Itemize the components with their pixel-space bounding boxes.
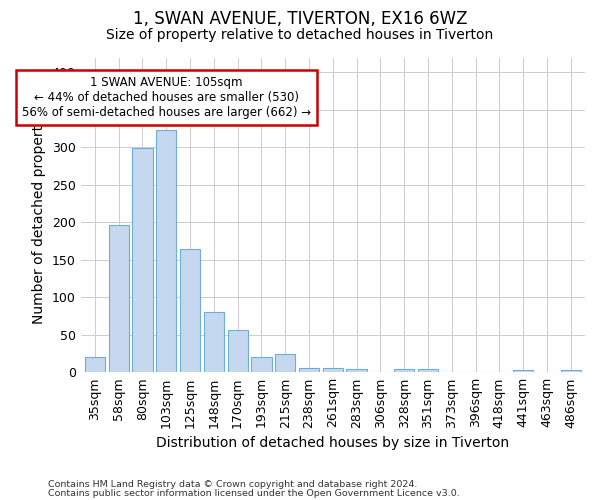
X-axis label: Distribution of detached houses by size in Tiverton: Distribution of detached houses by size … <box>156 436 509 450</box>
Bar <box>156 130 176 372</box>
Bar <box>299 368 319 372</box>
Bar <box>109 224 129 372</box>
Text: Size of property relative to detached houses in Tiverton: Size of property relative to detached ho… <box>106 28 494 42</box>
Bar <box>85 358 105 372</box>
Text: 1 SWAN AVENUE: 105sqm
← 44% of detached houses are smaller (530)
56% of semi-det: 1 SWAN AVENUE: 105sqm ← 44% of detached … <box>22 76 311 119</box>
Bar <box>133 148 152 372</box>
Bar <box>227 330 248 372</box>
Bar <box>180 248 200 372</box>
Bar <box>513 370 533 372</box>
Bar <box>323 368 343 372</box>
Bar <box>251 356 272 372</box>
Y-axis label: Number of detached properties: Number of detached properties <box>32 106 46 324</box>
Bar <box>346 368 367 372</box>
Text: Contains public sector information licensed under the Open Government Licence v3: Contains public sector information licen… <box>48 488 460 498</box>
Bar <box>418 370 438 372</box>
Bar <box>204 312 224 372</box>
Text: 1, SWAN AVENUE, TIVERTON, EX16 6WZ: 1, SWAN AVENUE, TIVERTON, EX16 6WZ <box>133 10 467 28</box>
Bar <box>394 370 414 372</box>
Bar <box>560 370 581 372</box>
Text: Contains HM Land Registry data © Crown copyright and database right 2024.: Contains HM Land Registry data © Crown c… <box>48 480 418 489</box>
Bar <box>275 354 295 372</box>
